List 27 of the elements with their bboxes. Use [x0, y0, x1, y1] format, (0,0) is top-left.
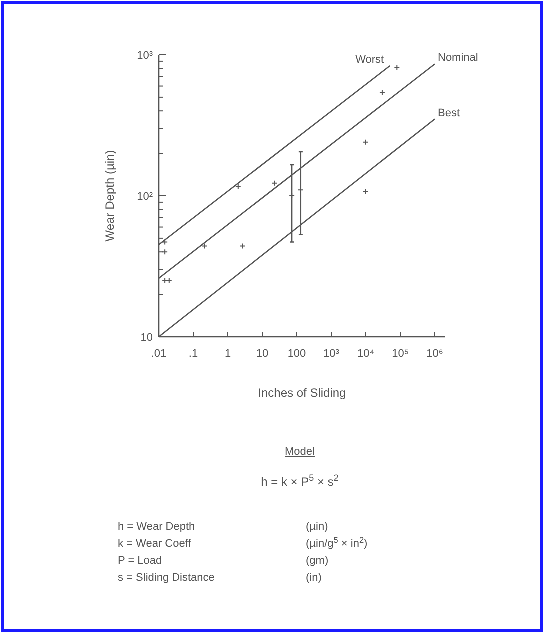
x-tick-label: .01: [151, 348, 167, 360]
text: h = Wear Depth: [118, 521, 196, 533]
x-axis-title: Inches of Sliding: [258, 386, 346, 400]
x-tick-label: 10⁶: [426, 348, 444, 360]
text: (µin/g$^{5}$ × in$^{2}$): [306, 536, 368, 550]
text: (gm): [306, 555, 329, 567]
x-tick-label: 10⁴: [358, 348, 375, 360]
x-tick-label: 1: [224, 348, 232, 360]
y-tick-label: 10²: [137, 191, 154, 203]
text: h = k × P$^{5}$ × s$^{2}$: [261, 473, 339, 489]
x-tick-label: 10³: [324, 348, 340, 360]
x-tick-label: 10⁵: [392, 348, 409, 360]
text: P = Load: [118, 555, 162, 567]
text: k = Wear Coeff: [118, 538, 192, 550]
y-tick-label: 10³: [137, 50, 154, 62]
text: (µin): [306, 521, 328, 533]
text: s = Sliding Distance: [118, 572, 215, 584]
series-label: Worst: [356, 54, 384, 66]
series-label: Nominal: [438, 52, 478, 64]
series-label: Best: [438, 107, 460, 120]
y-axis-title: Wear Depth (µin): [103, 150, 117, 242]
x-tick-label: 10: [256, 348, 269, 360]
text: Model: [285, 446, 315, 458]
y-tick-label: 10: [140, 332, 153, 344]
x-tick-label: .1: [188, 348, 198, 360]
x-tick-label: 100: [288, 348, 306, 360]
text: (in): [306, 572, 322, 584]
